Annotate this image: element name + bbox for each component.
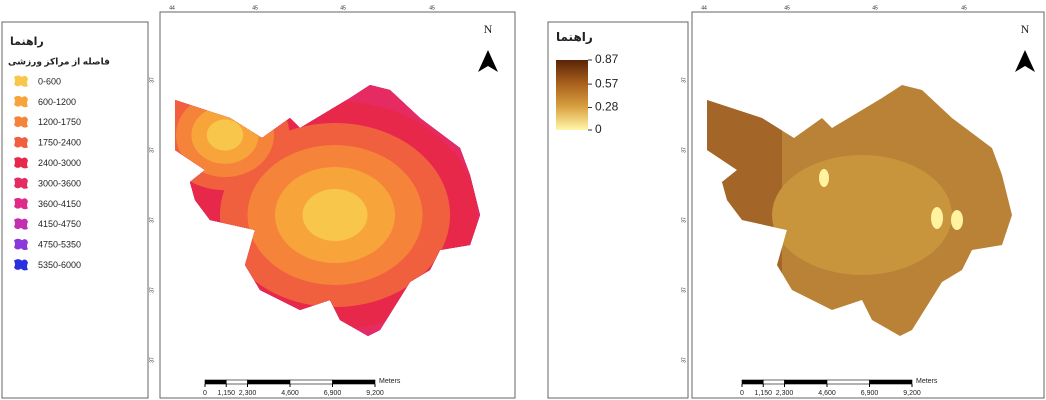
- legend-swatch: [14, 238, 28, 250]
- graticule-label: 37: [149, 217, 155, 223]
- graticule-label: 37: [681, 77, 687, 83]
- map-band: [302, 189, 368, 241]
- north-arrow: [478, 50, 498, 72]
- legend-label: 2400-3000: [38, 158, 81, 168]
- scale-label: 0: [740, 390, 744, 397]
- graticule-label: 37: [681, 357, 687, 363]
- graticule-label: 44: [701, 5, 707, 11]
- scale-segment: [247, 379, 291, 385]
- legend-label: 0-600: [38, 76, 61, 86]
- legend-title: راهنما: [10, 36, 44, 48]
- legend-swatch: [14, 259, 28, 271]
- graticule-label: 37: [149, 357, 155, 363]
- north-label: N: [484, 22, 493, 36]
- scale-unit: Meters: [916, 378, 938, 385]
- legend-label: 5350-6000: [38, 260, 81, 270]
- scale-segment: [332, 379, 376, 385]
- scale-unit: Meters: [379, 378, 401, 385]
- color-ramp: [556, 60, 588, 130]
- legend-label: 600-1200: [38, 97, 76, 107]
- graticule-label: 45: [252, 5, 258, 11]
- scale-label: 9,200: [903, 390, 921, 397]
- graticule-label: 37: [681, 217, 687, 223]
- scale-label: 4,600: [818, 390, 836, 397]
- ramp-label: 0.57: [595, 76, 619, 90]
- graticule-label: 37: [149, 287, 155, 293]
- scale-segment: [289, 379, 333, 385]
- scale-segment: [762, 379, 785, 385]
- legend-swatch: [14, 75, 28, 87]
- map-band: [206, 119, 244, 151]
- graticule-label: 37: [149, 147, 155, 153]
- scale-label: 6,900: [324, 390, 342, 397]
- scale-segment: [204, 379, 227, 385]
- scale-segment: [225, 379, 248, 385]
- legend-subtitle: فاصله از مراکز ورزشی: [8, 56, 110, 67]
- scale-label: 1,150: [217, 390, 235, 397]
- legend-swatch: [14, 177, 28, 189]
- scale-label: 6,900: [861, 390, 879, 397]
- legend-swatch: [14, 157, 28, 169]
- north-label: N: [1021, 22, 1030, 36]
- legend-swatch: [14, 197, 28, 210]
- graticule-label: 45: [340, 5, 346, 11]
- legend-swatch: [14, 116, 28, 128]
- scale-label: 2,300: [239, 390, 257, 397]
- legend-swatch: [14, 136, 28, 148]
- legend-swatch: [14, 218, 28, 230]
- scale-segment: [784, 379, 828, 385]
- legend-label: 4150-4750: [38, 219, 81, 229]
- ramp-label: 0.87: [595, 52, 619, 66]
- legend-label: 1200-1750: [38, 117, 81, 127]
- legend-label: 4750-5350: [38, 240, 81, 250]
- legend-label: 1750-2400: [38, 138, 81, 148]
- scale-label: 0: [203, 390, 207, 397]
- legend-title: راهنما: [556, 30, 593, 44]
- graticule-label: 45: [872, 5, 878, 11]
- ramp-label: 0.28: [595, 100, 619, 114]
- scale-label: 2,300: [776, 390, 794, 397]
- scale-label: 1,150: [754, 390, 772, 397]
- graticule-label: 45: [961, 5, 967, 11]
- legend-swatch: [14, 95, 28, 108]
- graticule-label: 37: [681, 147, 687, 153]
- scale-segment: [741, 379, 764, 385]
- legend-label: 3600-4150: [38, 199, 81, 209]
- graticule-label: 45: [429, 5, 435, 11]
- north-arrow: [1015, 50, 1035, 72]
- graticule-label: 44: [169, 5, 175, 11]
- scale-segment: [826, 379, 870, 385]
- ramp-label: 0: [595, 122, 602, 136]
- scale-segment: [869, 379, 913, 385]
- scale-label: 4,600: [281, 390, 299, 397]
- graticule-label: 45: [784, 5, 790, 11]
- graticule-label: 37: [681, 287, 687, 293]
- scale-label: 9,200: [366, 390, 384, 397]
- legend-label: 3000-3600: [38, 178, 81, 188]
- graticule-label: 37: [149, 77, 155, 83]
